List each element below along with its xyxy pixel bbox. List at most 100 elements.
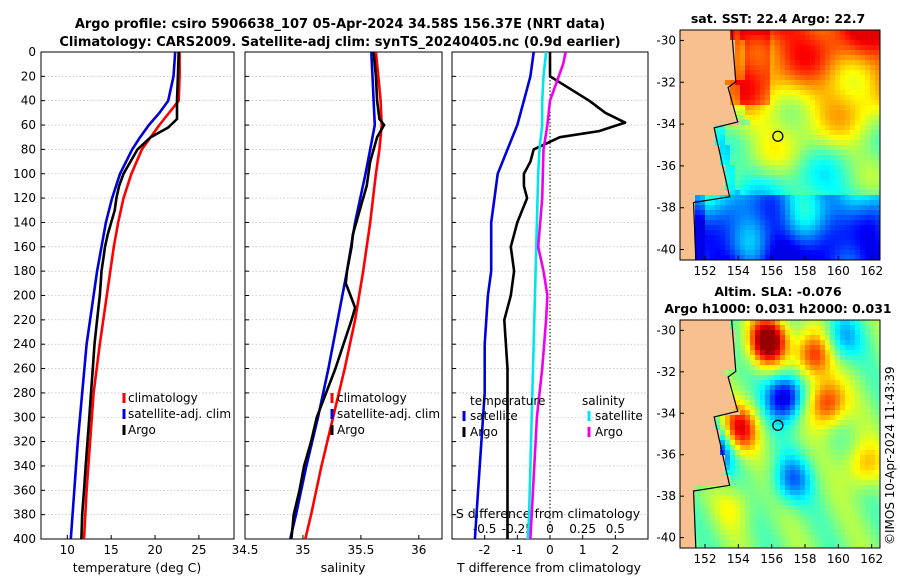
sst-cell [875,60,880,66]
sla-cell [745,525,751,531]
sst-cell [825,115,831,121]
sst-cell [845,30,851,36]
sla-cell [805,525,811,531]
sla-lat-tick-label: -36 [656,448,676,462]
series-satellite-line [69,52,177,539]
sst-cell [725,50,731,56]
sst-cell [700,200,706,206]
sla-cell [775,430,781,436]
sst-cell [865,190,871,196]
sst-cell [775,35,781,41]
sst-cell [760,220,766,226]
sla-cell [735,520,741,526]
sla-cell [720,350,726,356]
sla-cell [770,355,776,361]
sla-cell [845,440,851,446]
sla-cell [805,390,811,396]
sst-cell [720,245,726,251]
sst-cell [695,80,701,86]
sla-cell [795,415,801,421]
sst-cell [755,95,761,101]
sst-cell [800,155,806,161]
sst-cell [720,110,726,116]
sst-cell [740,195,746,201]
sla-cell [810,400,816,406]
sst-cell [690,60,696,66]
sla-cell [680,420,686,426]
sla-cell [755,435,761,441]
sst-cell [815,85,821,91]
sst-cell [760,90,766,96]
sla-cell [875,465,880,471]
sst-cell [750,175,756,181]
sst-cell [875,220,880,226]
sst-cell [855,90,861,96]
sla-cell [820,410,826,416]
sla-cell [855,350,861,356]
sst-cell [820,255,826,260]
sst-cell [770,230,776,236]
sla-cell [845,420,851,426]
sst-cell [855,120,861,126]
sst-cell [690,90,696,96]
sst-coastline [692,30,739,260]
sst-cell [740,140,746,146]
sst-cell [755,85,761,91]
sla-cell [685,330,691,336]
sst-cell [700,155,706,161]
sst-cell [795,185,801,191]
sla-cell [790,385,796,391]
sst-cell [840,160,846,166]
sst-cell [705,85,711,91]
legend-entry: Argo [337,423,365,437]
sla-cell [780,325,786,331]
sla-cell [850,490,856,496]
sla-cell [870,370,876,376]
sst-cell [760,45,766,51]
sla-cell [805,475,811,481]
sla-cell [695,455,701,461]
sst-cell [830,60,836,66]
sst-cell [705,160,711,166]
sst-cell [860,160,866,166]
sla-cell [685,530,691,536]
sla-cell [840,510,846,516]
sla-cell [785,490,791,496]
sla-cell [855,340,861,346]
sst-cell [755,200,761,206]
sst-cell [815,60,821,66]
sla-cell [700,410,706,416]
sla-cell [700,370,706,376]
sst-cell [835,55,841,61]
temp-diff-tick-label: -2 [479,543,491,557]
sla-cell [760,500,766,506]
sla-cell [725,405,731,411]
sla-cell [800,510,806,516]
sla-cell [680,430,686,436]
sst-cell [760,105,766,111]
sla-cell [815,325,821,331]
sst-cell [850,165,856,171]
sst-cell [815,190,821,196]
sla-cell [790,365,796,371]
sla-cell [695,445,701,451]
sla-cell [740,440,746,446]
sla-cell [790,420,796,426]
sst-cell [710,240,716,246]
sst-cell [840,140,846,146]
sla-cell [830,345,836,351]
sla-cell [855,455,861,461]
sla-cell [865,385,871,391]
salinity-profile-panel: 34.5 35 35.5 36salinityclimatologysatellite… [232,51,443,575]
sla-cell [745,455,751,461]
sla-cell [720,465,726,471]
sst-cell [710,65,716,71]
sst-cell [800,35,806,41]
sst-cell [710,220,716,226]
sst-cell [710,130,716,136]
sst-cell [830,175,836,181]
sst-cell [795,180,801,186]
sla-cell [680,330,686,336]
sla-cell [845,385,851,391]
sst-cell [745,145,751,151]
